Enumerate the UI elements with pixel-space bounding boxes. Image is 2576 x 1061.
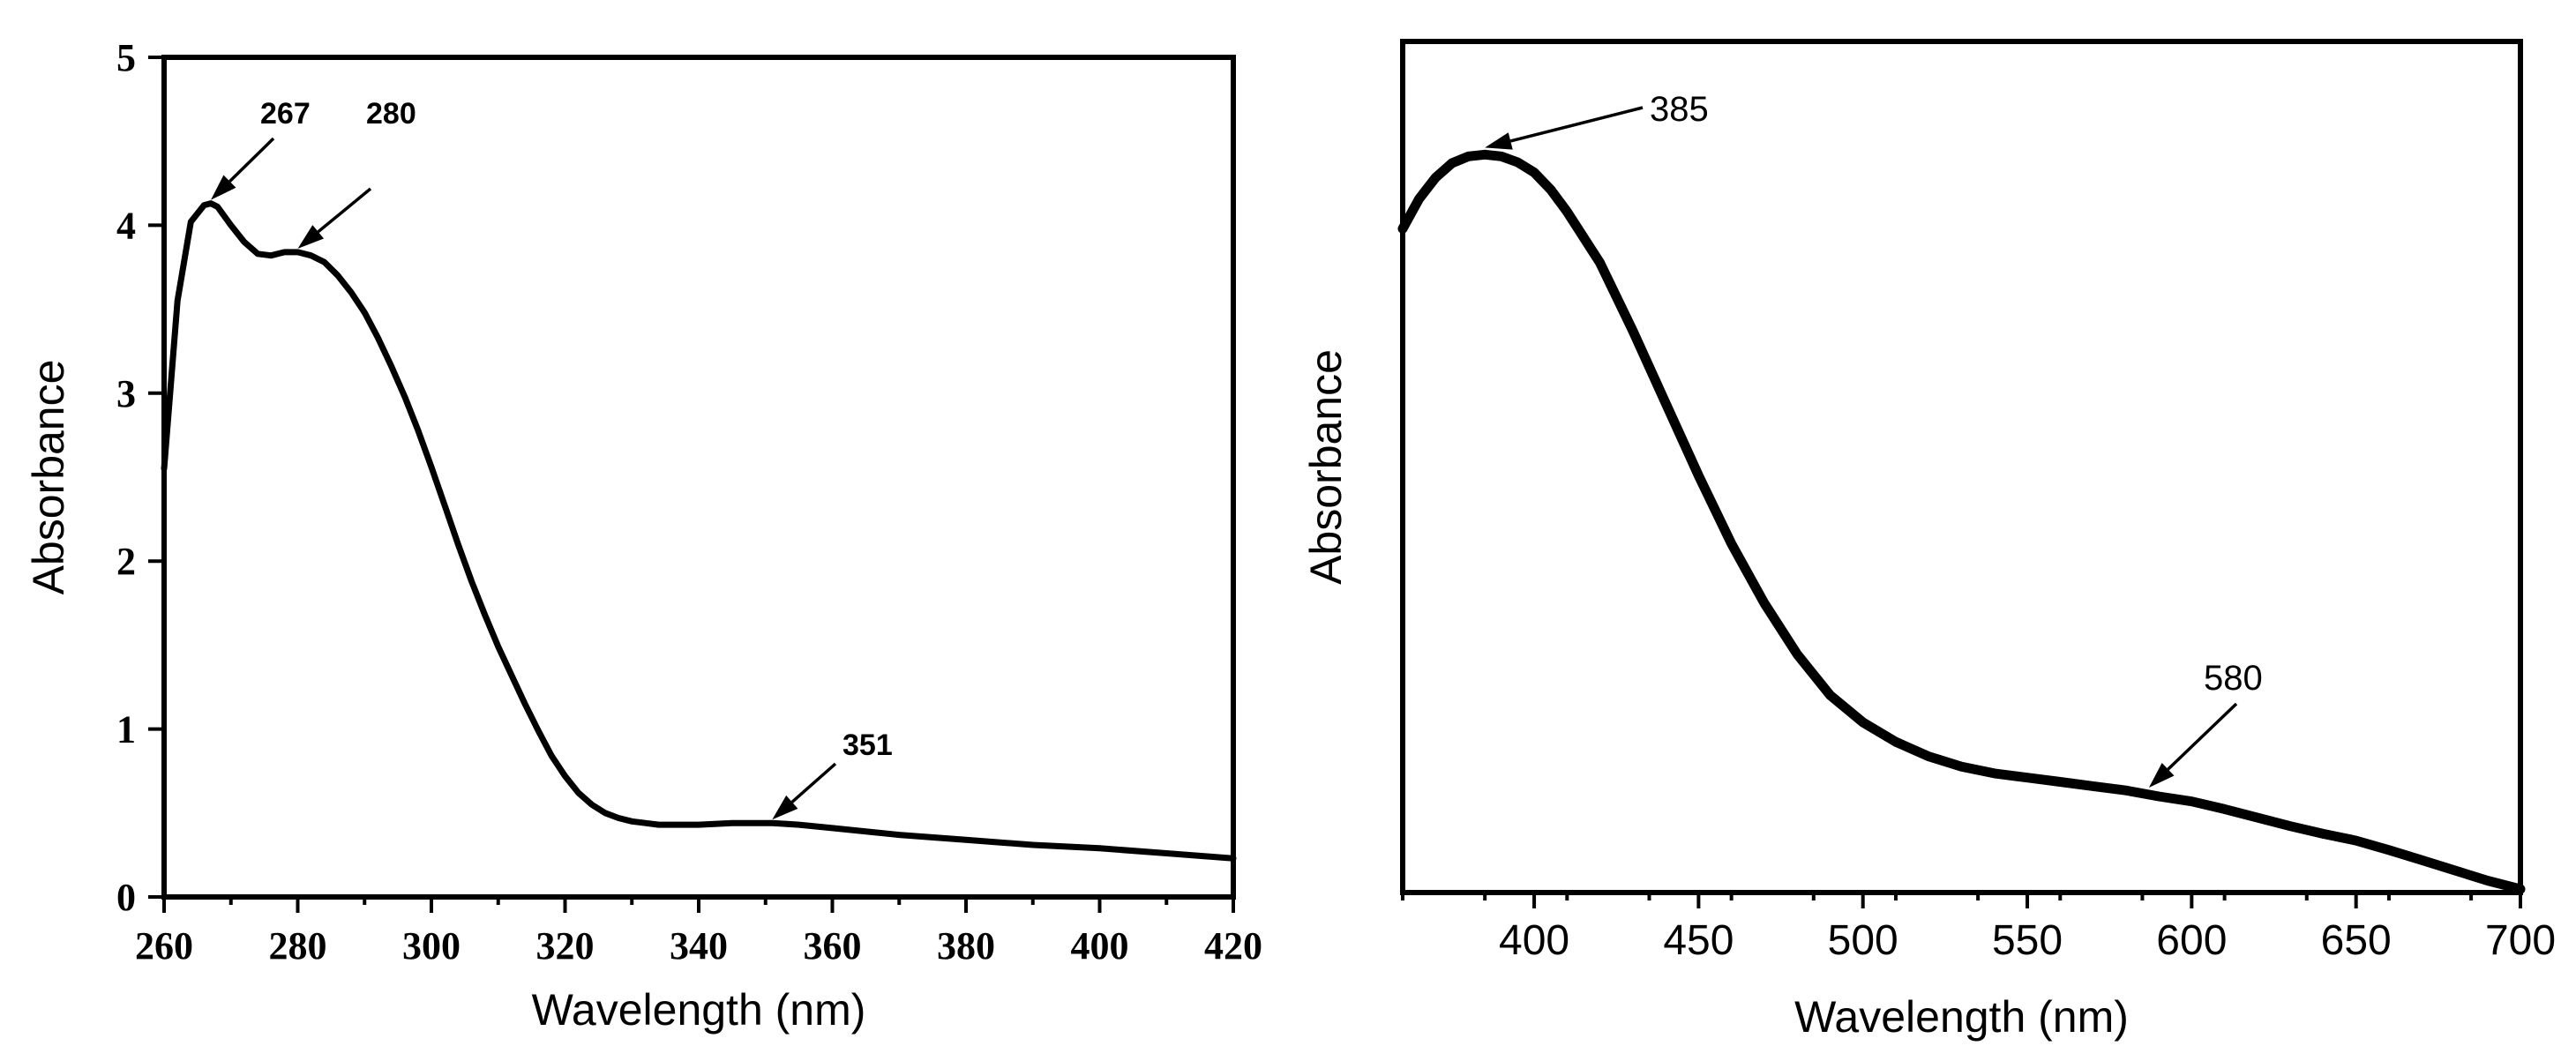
y-tick-label: 4 (116, 204, 136, 247)
x-tick-label: 700 (2485, 917, 2556, 964)
annotation-arrowhead (2148, 763, 2175, 788)
right-chart-panel: 400 450 500 550 600 650 700 Wavelength (nm) Abso… (1301, 39, 2556, 1042)
annotation-arrowhead (211, 175, 236, 200)
y-tick-label: 2 (116, 540, 136, 583)
y-axis-label: Absorbance (1301, 349, 1351, 585)
y-tick-label: 0 (116, 876, 136, 919)
x-tick-label: 450 (1663, 917, 1734, 964)
x-tick-label: 600 (2156, 917, 2227, 964)
annotation-arrow (1509, 106, 1644, 143)
peak-annotation-label: 351 (842, 729, 893, 762)
plot-frame (161, 55, 1236, 900)
annotation-arrowhead (772, 795, 798, 820)
absorbance-curve (161, 200, 1237, 862)
x-tick-label: 340 (670, 924, 728, 968)
x-tick-label: 650 (2321, 917, 2392, 964)
x-axis-label: Wavelength (nm) (532, 985, 866, 1035)
x-tick-label: 260 (135, 924, 193, 968)
x-tick-label: 400 (1499, 917, 1569, 964)
annotation-arrow (228, 137, 275, 183)
y-axis-label: Absorbance (24, 360, 73, 595)
peak-annotation-label: 580 (2204, 659, 2263, 698)
plot-frame (1400, 39, 2523, 895)
annotation-arrow (317, 187, 372, 234)
annotation-arrow (2167, 702, 2238, 771)
x-tick-label: 500 (1828, 917, 1898, 964)
x-tick-label: 380 (937, 924, 995, 968)
annotation-arrowhead (297, 225, 325, 249)
x-tick-label: 360 (804, 924, 862, 968)
x-tick-label: 400 (1071, 924, 1129, 968)
annotation-arrow (790, 762, 837, 803)
annotation-arrowhead (1485, 132, 1513, 150)
x-tick-label: 280 (269, 924, 327, 968)
x-tick-label: 320 (536, 924, 595, 968)
peak-annotation-label: 280 (366, 97, 416, 131)
peak-annotation-label: 385 (1650, 90, 1709, 129)
x-axis-label: Wavelength (nm) (1794, 992, 2129, 1042)
y-tick-label: 1 (116, 708, 136, 751)
peak-annotation-label: 267 (260, 97, 311, 131)
absorbance-curve (1397, 149, 2526, 894)
x-tick-label: 420 (1204, 924, 1262, 968)
x-tick-label: 550 (1992, 917, 2063, 964)
left-chart-panel: 260 280 300 320 340 360 380 400 420 0 1 2 3 4 5 Wavelen… (24, 36, 1262, 1035)
y-tick-label: 3 (116, 372, 136, 415)
y-tick-label: 5 (116, 36, 136, 79)
x-tick-label: 300 (402, 924, 461, 968)
